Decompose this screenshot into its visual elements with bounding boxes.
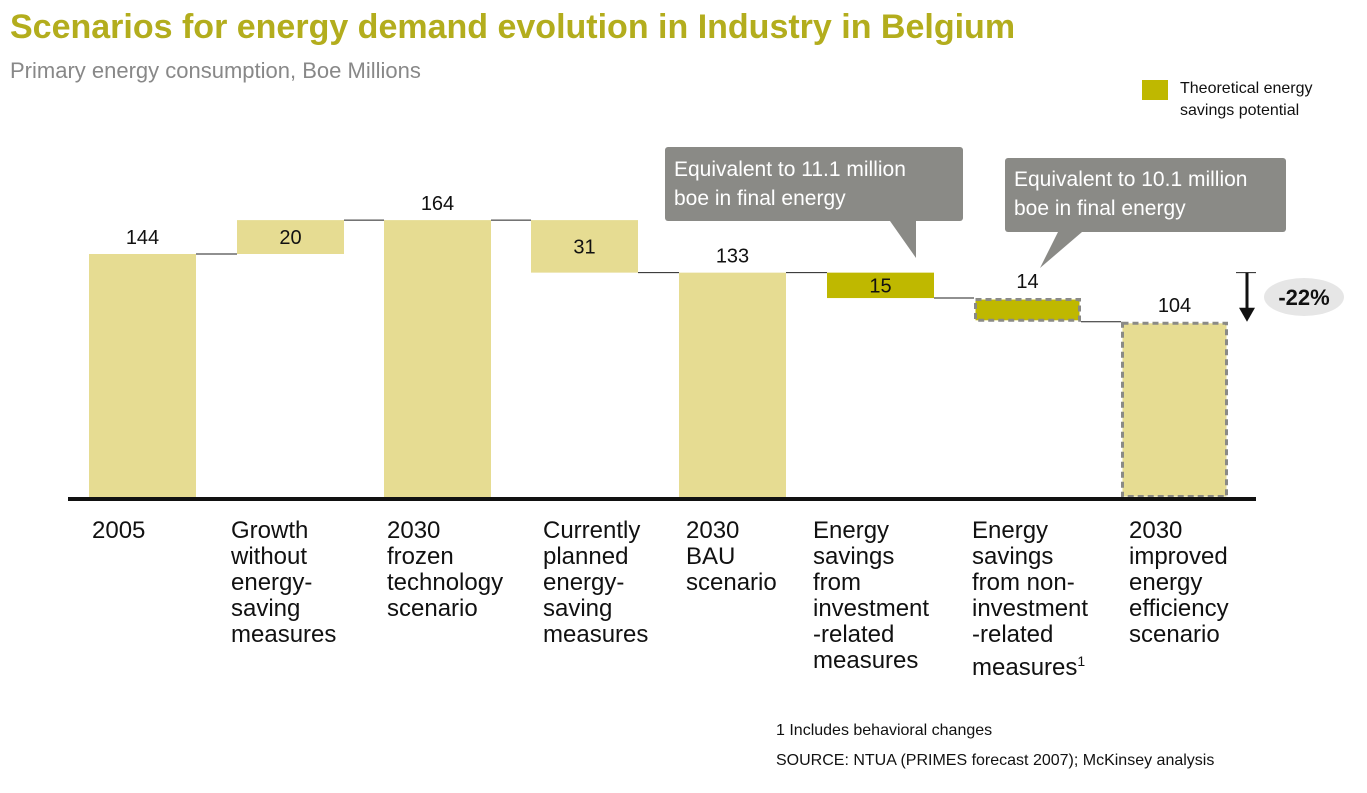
bar: [384, 220, 491, 498]
chart-title: Scenarios for energy demand evolution in…: [10, 8, 1016, 46]
value-label: 31: [573, 236, 595, 258]
category-label: Energy savings from investment -related measu…: [813, 517, 930, 674]
category-label: Growth without energy-saving measures: [231, 517, 337, 648]
category-label: 2030 BAU scenario: [686, 517, 777, 596]
value-label: 14: [1016, 271, 1038, 293]
bar: [531, 220, 638, 273]
category-label: Energy savings from non-investment -related…: [972, 517, 1089, 681]
change-label: -22%: [1278, 285, 1329, 310]
bar: [1121, 321, 1228, 498]
bar: [89, 254, 196, 498]
chart-subtitle: Primary energy consumption, Boe Millions: [10, 58, 421, 83]
change-badge: [1264, 278, 1344, 316]
legend-label: Theoretical energy savings potential: [1180, 80, 1313, 119]
bar: [827, 272, 934, 299]
callout-box: [1005, 158, 1286, 232]
category-label: 2005: [92, 517, 146, 544]
category-label: 2030 improved energy efficiency scenario: [1129, 517, 1229, 648]
footnote: 1 Includes behavioral changes: [776, 722, 993, 739]
value-label: 164: [421, 193, 454, 215]
change-arrow-head: [1239, 307, 1255, 322]
callout-text: boe in final energy: [1014, 197, 1186, 220]
category-label: Currently planned energy-saving measures: [543, 517, 649, 648]
callout-text: boe in final energy: [674, 187, 846, 210]
callout-pointer: [1040, 232, 1082, 268]
callout-pointer: [890, 221, 916, 258]
bar: [679, 272, 786, 498]
bar: [974, 298, 1081, 322]
value-label: 133: [716, 246, 749, 268]
bar: [237, 220, 344, 254]
callout-text: Equivalent to 10.1 million: [1014, 168, 1248, 191]
callout-box: [665, 147, 963, 221]
value-label: 20: [279, 227, 301, 249]
source-note: SOURCE: NTUA (PRIMES forecast 2007); McK…: [776, 752, 1215, 769]
value-label: 104: [1158, 295, 1191, 317]
callout-text: Equivalent to 11.1 million: [674, 158, 906, 181]
category-label: 2030 frozen technology scenario: [387, 517, 504, 622]
value-label: 144: [126, 227, 159, 249]
value-label: 15: [869, 275, 891, 297]
legend-swatch: [1142, 80, 1168, 100]
